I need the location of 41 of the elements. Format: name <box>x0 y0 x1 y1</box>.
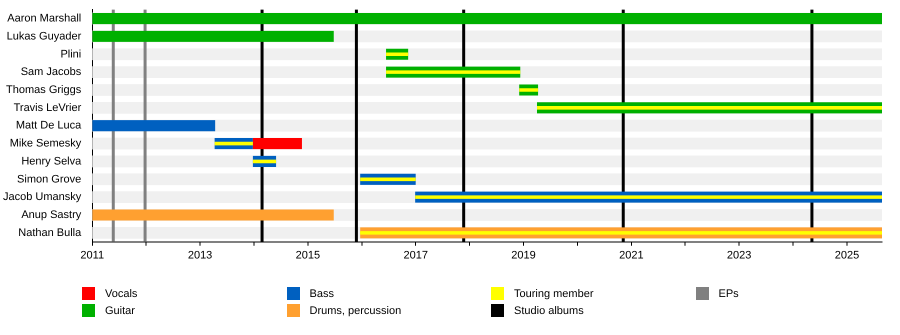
x-tick-label: 2013 <box>188 249 212 262</box>
bar <box>415 195 882 199</box>
legend-label: Guitar <box>105 304 135 316</box>
bar <box>252 138 302 150</box>
bar <box>386 70 520 74</box>
x-tick-label: 2011 <box>80 249 104 262</box>
bar <box>386 52 408 56</box>
x-tick-label: 2017 <box>403 249 428 262</box>
bar <box>252 160 276 164</box>
y-tick-label: Travis LeVrier <box>14 102 82 114</box>
bar <box>92 30 334 42</box>
y-tick-label: Henry Selva <box>21 155 82 168</box>
x-tick-label: 2019 <box>511 249 536 262</box>
bar <box>360 178 416 182</box>
legend-label: Bass <box>310 288 334 300</box>
bar <box>519 88 538 92</box>
legend-label: Vocals <box>105 288 138 300</box>
bar <box>92 120 216 132</box>
y-tick-label: Thomas Griggs <box>6 84 82 96</box>
x-tick-label: 2023 <box>726 249 752 262</box>
y-tick-label: Aaron Marshall <box>7 12 82 25</box>
bar <box>536 106 882 110</box>
x-tick-label: 2015 <box>296 249 320 262</box>
bar <box>214 142 253 146</box>
legend-label: Drums, percussion <box>310 304 402 316</box>
legend-label: Touring member <box>514 288 594 300</box>
y-tick-label: Jacob Umansky <box>2 191 82 204</box>
y-tick-label: Sam Jacobs <box>20 66 82 78</box>
x-tick-label: 2025 <box>834 249 860 262</box>
y-tick-label: Lukas Guyader <box>6 30 82 42</box>
y-tick-label: Anup Sastry <box>21 209 82 222</box>
x-tick-label: 2021 <box>619 249 644 262</box>
y-tick-label: Matt De Luca <box>16 120 82 132</box>
bar <box>92 209 334 221</box>
legend-label: Studio albums <box>514 304 584 316</box>
y-tick-label: Plini <box>60 48 82 60</box>
y-tick-label: Mike Semesky <box>10 138 82 150</box>
y-tick-label: Simon Grove <box>17 173 82 186</box>
bar <box>360 231 882 235</box>
legend-label: EPs <box>718 288 739 300</box>
y-tick-label: Nathan Bulla <box>18 226 82 239</box>
